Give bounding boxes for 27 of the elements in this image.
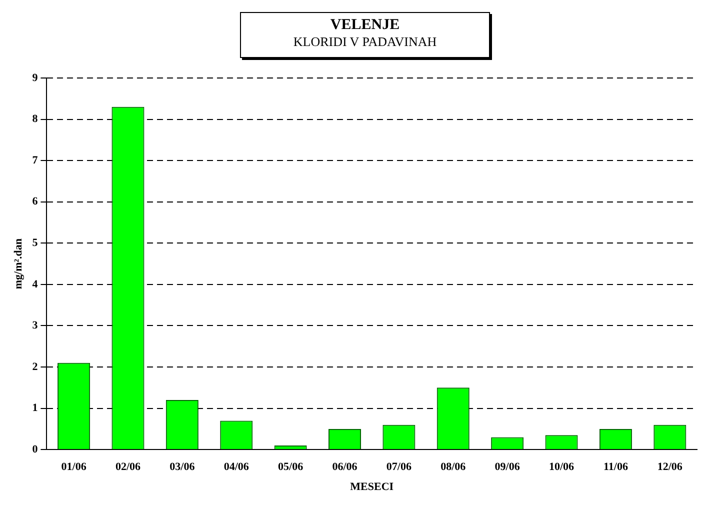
y-tick-label: 2	[32, 360, 38, 373]
x-tick-label: 01/06	[61, 461, 87, 474]
y-tick-label: 3	[32, 320, 38, 332]
y-tick-label: 7	[32, 154, 38, 166]
y-tick-label: 4	[32, 278, 38, 290]
y-axis-title: mg/m².dan	[12, 238, 24, 290]
x-axis-title: MESECI	[350, 481, 394, 494]
chart-title: VELENJE	[329, 17, 401, 34]
y-tick-label: 6	[32, 196, 38, 208]
x-tick-label: 05/06	[278, 461, 304, 474]
x-tick-label: 11/06	[603, 461, 628, 474]
x-tick-label: 12/06	[657, 461, 683, 474]
x-tick-label: 03/06	[170, 461, 196, 474]
x-tick-label: 04/06	[224, 461, 250, 474]
y-tick-label: 5	[32, 237, 38, 249]
x-tick-label: 08/06	[440, 461, 466, 474]
x-tick-label: 07/06	[386, 461, 412, 474]
y-tick-label: 8	[32, 113, 38, 126]
chart-subtitle: KLORIDI V PADAVINAH	[292, 34, 438, 50]
x-tick-label: 10/06	[548, 461, 575, 474]
x-tick-label: 09/06	[494, 461, 520, 474]
x-tick-label: 06/06	[332, 461, 358, 474]
y-tick-label: 9	[32, 72, 38, 84]
y-tick-label: 1	[32, 402, 38, 414]
y-tick-label: 0	[32, 443, 38, 456]
x-tick-label: 02/06	[115, 461, 142, 474]
title-frame: VELENJE KLORIDI V PADAVINAH	[240, 12, 490, 58]
